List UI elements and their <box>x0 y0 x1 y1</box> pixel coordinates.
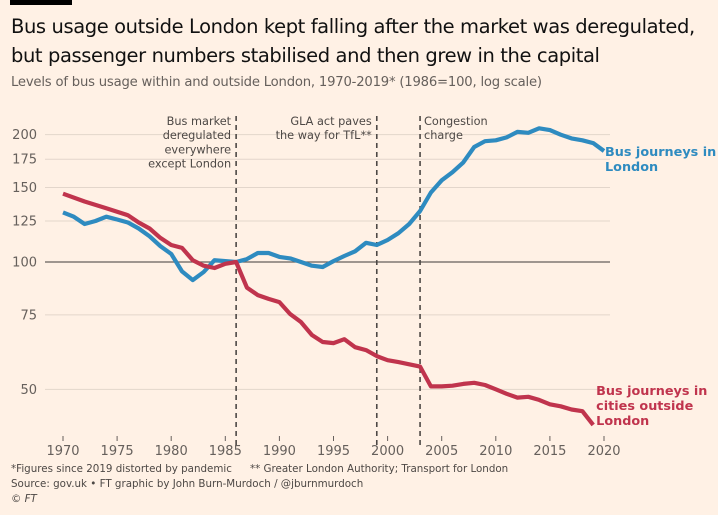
series-label-london: Bus journeys in <box>605 145 716 160</box>
x-tick-label: 2010 <box>479 444 512 459</box>
x-tick-label: 2015 <box>533 444 566 459</box>
chart-title: Bus usage outside London kept falling af… <box>11 12 711 70</box>
series-label-outside-london: London <box>596 414 649 429</box>
event-annotation: deregulated <box>163 129 231 142</box>
y-tick-label: 175 <box>12 153 37 168</box>
x-tick-label: 2005 <box>425 444 458 459</box>
y-axis-labels: 50 75 100 125 150 175 200 <box>12 128 37 398</box>
chart-footer: *Figures since 2019 distorted by pandemi… <box>11 462 508 507</box>
event-annotation: except London <box>148 158 231 171</box>
x-tick-label: 1980 <box>155 444 188 459</box>
y-tick-label: 125 <box>12 215 37 230</box>
x-tick-label: 1995 <box>317 444 350 459</box>
ft-top-bar <box>10 0 72 5</box>
x-tick-label: 1990 <box>263 444 296 459</box>
event-annotation: charge <box>424 129 463 142</box>
chart-subtitle: Levels of bus usage within and outside L… <box>11 75 542 90</box>
series-line-outside-london <box>62 191 595 427</box>
y-tick-label: 75 <box>20 308 37 323</box>
x-axis: 1970 1975 1980 1985 1990 1995 2000 2005 2010 2015… <box>46 436 621 459</box>
source-credit: Source: gov.uk • FT graphic by John Burn… <box>11 478 364 490</box>
y-tick-label: 150 <box>12 181 37 196</box>
y-tick-label: 50 <box>20 383 37 398</box>
x-tick-label: 2000 <box>371 444 404 459</box>
series-label-london: London <box>605 160 658 175</box>
copyright: © FT <box>11 493 37 505</box>
series-lines <box>62 126 606 427</box>
x-tick-label: 1985 <box>209 444 242 459</box>
footnotes: *Figures since 2019 distorted by pandemi… <box>11 462 508 477</box>
event-annotation: everywhere <box>164 143 231 156</box>
y-tick-label: 200 <box>12 128 37 143</box>
event-annotation: Bus market <box>167 115 232 128</box>
x-tick-label: 1975 <box>101 444 134 459</box>
title-line-2: but passenger numbers stabilised and the… <box>11 44 600 67</box>
footnote-gla: ** Greater London Authority; Transport f… <box>249 463 509 475</box>
x-tick-label: 1970 <box>46 444 79 459</box>
series-label-outside-london: Bus journeys in <box>596 384 707 399</box>
x-tick-label: 2020 <box>587 444 620 459</box>
event-annotation: Congestion <box>424 115 488 128</box>
series-line-london <box>62 126 606 283</box>
y-tick-label: 100 <box>12 256 37 271</box>
series-label-outside-london: cities outside <box>596 399 693 414</box>
footnote-pandemic: *Figures since 2019 distorted by pandemi… <box>11 463 232 475</box>
event-annotation: the way for TfL** <box>276 129 373 142</box>
title-line-1: Bus usage outside London kept falling af… <box>11 15 695 38</box>
event-annotation: GLA act paves <box>290 115 372 128</box>
